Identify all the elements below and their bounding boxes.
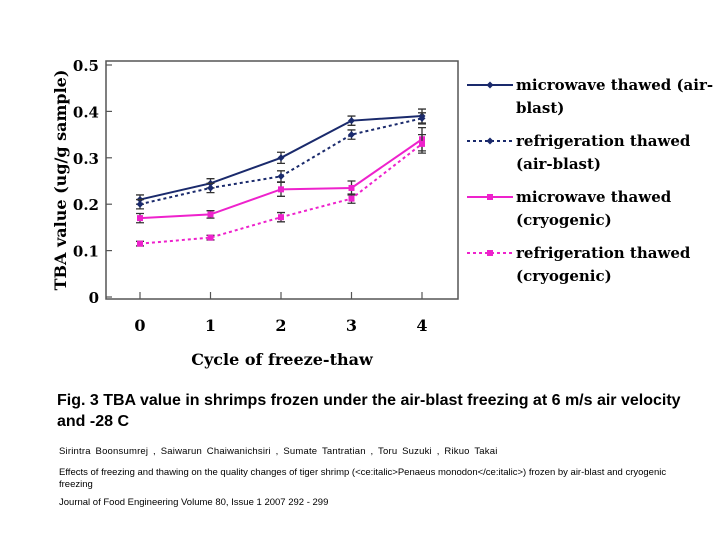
- y-tick-label: 0.5: [73, 57, 99, 75]
- legend-label: refrigeration thawed: [516, 132, 691, 150]
- x-tick-label: 0: [134, 316, 145, 335]
- x-tick-label: 3: [346, 316, 357, 335]
- data-point: [419, 140, 425, 147]
- legend-label: (cryogenic): [516, 267, 612, 285]
- data-point: [278, 186, 284, 193]
- data-point: [207, 184, 214, 192]
- article-title: Effects of freezing and thawing on the q…: [59, 467, 667, 490]
- data-point: [207, 211, 214, 218]
- legend-marker: [486, 137, 494, 145]
- y-axis-label: TBA value (ug/g sample): [51, 70, 70, 291]
- authors: Sirintra Boonsumrej , Saiwarun Chaiwanic…: [59, 446, 498, 457]
- y-tick-label: 0.4: [73, 103, 99, 121]
- data-point: [136, 200, 144, 208]
- y-tick-label: 0.1: [73, 243, 99, 261]
- legend-marker: [487, 250, 493, 256]
- data-point: [348, 195, 355, 202]
- data-point: [137, 240, 143, 247]
- journal-citation: Journal of Food Engineering Volume 80, I…: [59, 497, 329, 508]
- data-point: [348, 184, 355, 191]
- x-axis-label: Cycle of freeze-thaw: [191, 350, 374, 369]
- figure-caption: Fig. 3 TBA value in shrimps frozen under…: [57, 392, 681, 430]
- y-axis-ticks: 0 0.1 0.2 0.3 0.4 0.5: [73, 57, 112, 307]
- y-tick-label: 0.3: [73, 150, 99, 168]
- legend-item-1: microwave thawed (air-blast): [467, 76, 713, 117]
- x-axis-ticks: 0 1 2 3 4: [134, 292, 428, 335]
- data-point: [278, 214, 284, 221]
- legend-item-4: refrigeration thawed (cryogenic): [467, 244, 691, 285]
- tba-line-chart: 0 0.1 0.2 0.3 0.4 0.5 0 1 2 3 4 TBA value (ug/g s…: [51, 57, 713, 369]
- legend-label: blast): [516, 99, 564, 117]
- data-point: [207, 234, 214, 241]
- legend: microwave thawed (air-blast)refrigeratio…: [467, 76, 713, 285]
- y-tick-label: 0.2: [73, 196, 99, 214]
- legend-label: (air-blast): [516, 155, 601, 173]
- series-4: [136, 133, 426, 247]
- series-layer: [136, 108, 426, 247]
- legend-label: microwave thawed (air-: [516, 76, 713, 94]
- data-point: [277, 172, 285, 180]
- series-line: [139, 117, 423, 206]
- x-tick-label: 1: [205, 316, 216, 335]
- data-point: [137, 215, 143, 222]
- legend-item-3: microwave thawed (cryogenic): [467, 188, 672, 229]
- legend-marker: [486, 81, 494, 89]
- legend-item-2: refrigeration thawed (air-blast): [467, 132, 691, 173]
- y-tick-label: 0: [89, 289, 99, 307]
- legend-marker: [487, 194, 493, 200]
- series-2: [136, 112, 426, 210]
- legend-label: refrigeration thawed: [516, 244, 691, 262]
- data-point: [277, 154, 285, 162]
- data-point: [348, 117, 355, 125]
- data-point: [418, 114, 426, 122]
- x-tick-label: 2: [275, 316, 286, 335]
- x-tick-label: 4: [416, 316, 427, 335]
- legend-label: microwave thawed: [516, 188, 672, 206]
- plot-frame: [105, 60, 459, 300]
- legend-label: (cryogenic): [516, 211, 612, 229]
- data-point: [348, 131, 355, 139]
